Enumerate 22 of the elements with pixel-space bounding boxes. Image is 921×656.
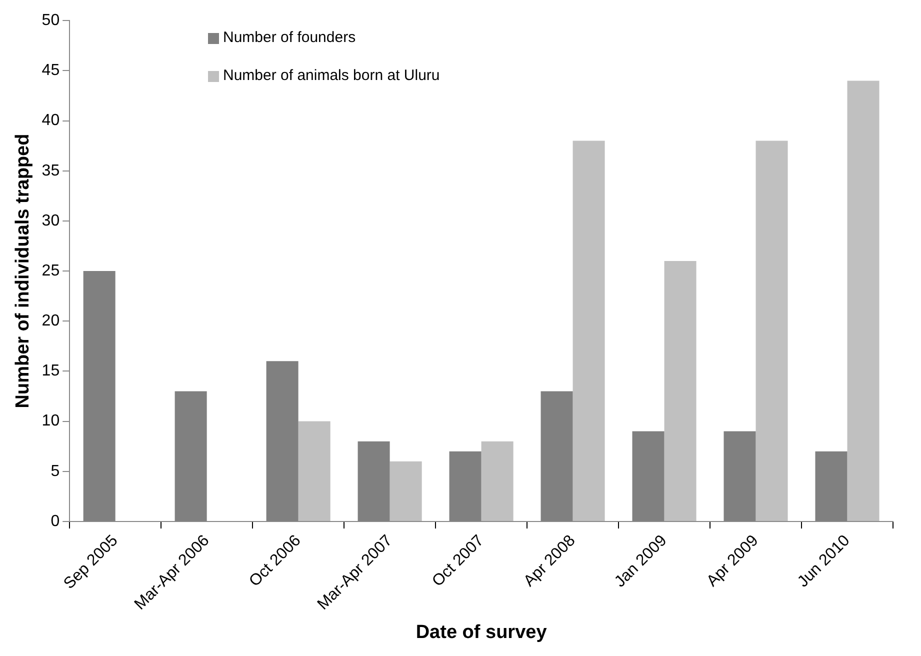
bar	[572, 140, 605, 521]
bar	[847, 80, 880, 521]
y-tick-label: 25	[42, 262, 60, 280]
bar	[481, 441, 514, 521]
y-tick-label: 30	[42, 212, 60, 230]
legend-label: Number of founders	[223, 28, 356, 48]
legend-label: Number of animals born at Uluru	[223, 66, 440, 86]
x-axis-title: Date of survey	[416, 622, 548, 643]
y-tick-label: 10	[42, 412, 60, 430]
y-tick-label: 15	[42, 362, 60, 380]
y-tick-label: 5	[50, 462, 60, 480]
y-tick-label: 35	[42, 162, 60, 180]
y-tick-label: 45	[42, 62, 60, 80]
y-tick-label: 0	[50, 512, 60, 530]
bar	[756, 140, 788, 521]
y-axis-title: Number of individuals trapped	[12, 134, 34, 408]
y-tick-label: 50	[42, 12, 60, 30]
y-tick-label: 20	[42, 312, 60, 330]
bar	[664, 261, 696, 521]
bar	[390, 461, 422, 521]
bar	[298, 421, 330, 521]
y-tick-label: 40	[42, 112, 60, 130]
